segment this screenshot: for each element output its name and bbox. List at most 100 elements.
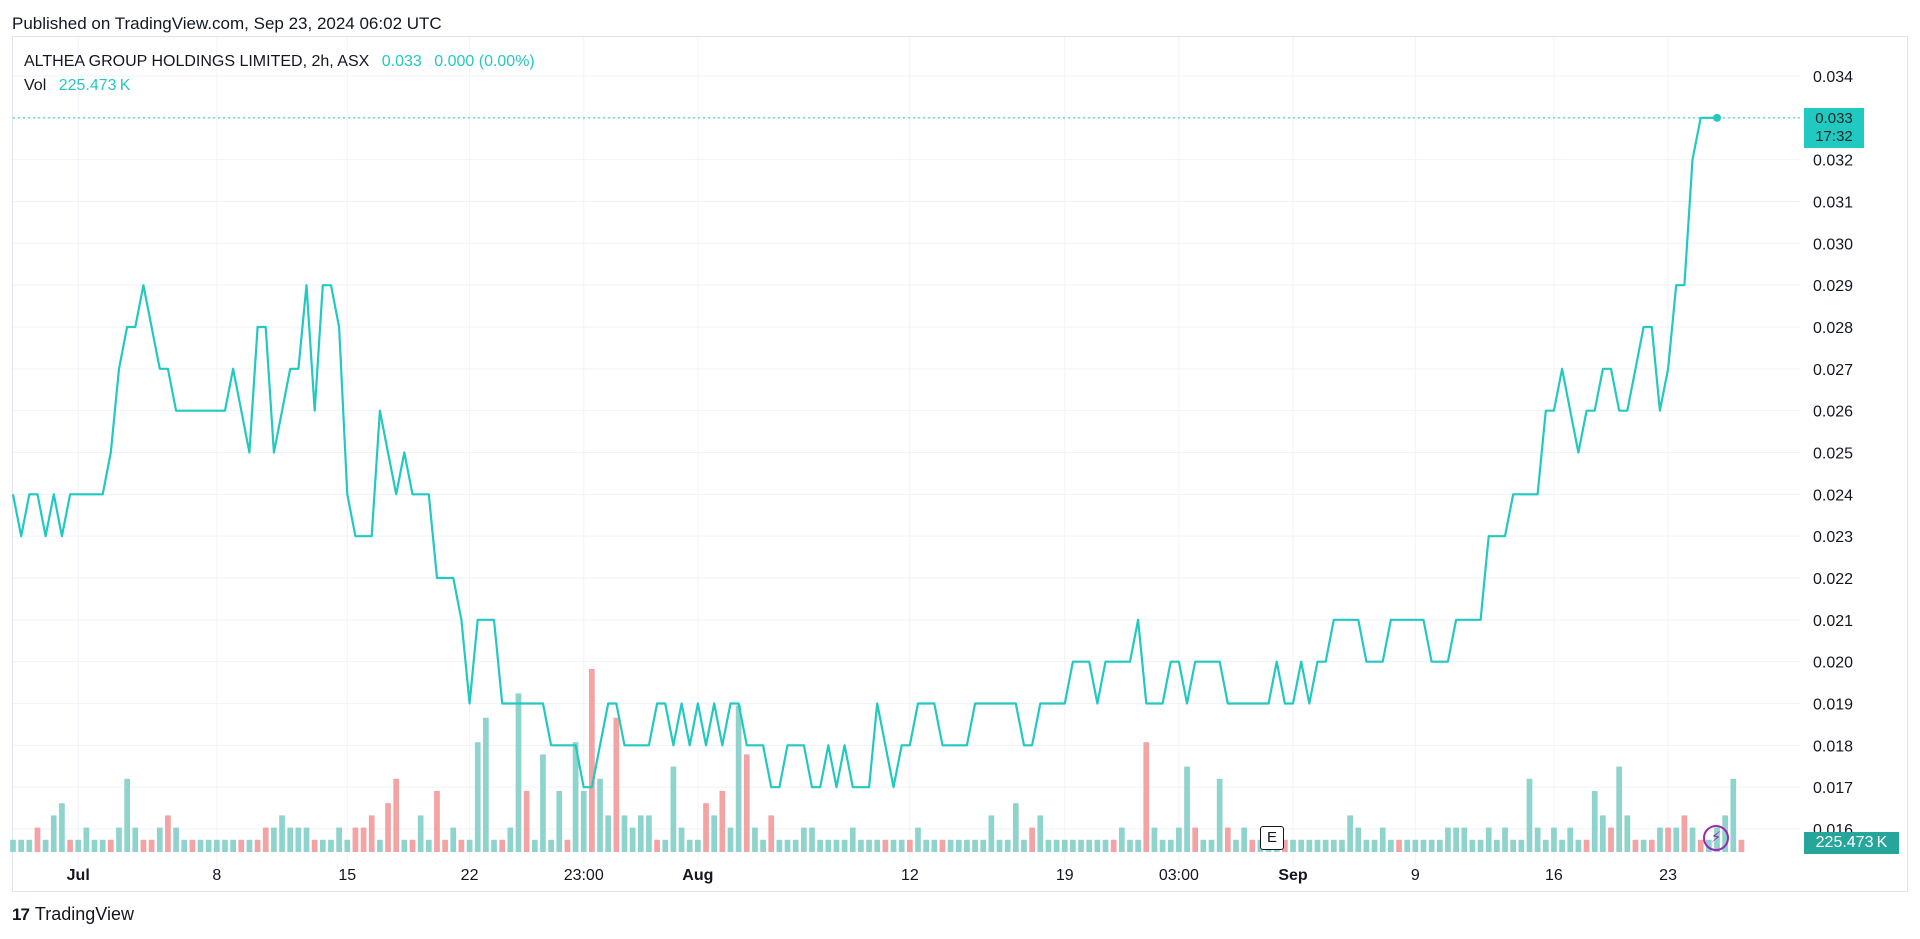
y-tick-label: 0.032	[1813, 153, 1853, 170]
volume-bar	[1559, 839, 1565, 852]
x-tick-label: Aug	[682, 867, 713, 884]
volume-bar	[205, 839, 212, 852]
volume-bar	[1730, 778, 1737, 852]
volume-bar	[621, 815, 628, 852]
volume-bar	[1665, 827, 1671, 852]
volume-bar	[140, 839, 147, 852]
volume-bar	[1575, 839, 1582, 852]
earnings-marker[interactable]: E	[1260, 826, 1284, 850]
volume-bar	[1167, 839, 1174, 852]
volume-bar	[858, 839, 864, 852]
volume-bar	[352, 827, 359, 852]
volume-bar	[866, 839, 872, 852]
volume-bar	[1624, 815, 1631, 852]
volume-bar	[197, 839, 204, 852]
volume-bar	[972, 839, 978, 852]
volume-bar	[1420, 839, 1427, 852]
tradingview-logo-icon: 17	[12, 904, 30, 924]
volume-bar	[743, 754, 750, 852]
volume-bar	[319, 839, 326, 852]
volume-bar	[1689, 827, 1696, 852]
last-price-dot	[1713, 113, 1721, 122]
volume-label[interactable]: Vol	[24, 77, 47, 94]
x-tick-label: 9	[1411, 867, 1420, 884]
volume-bar	[1347, 815, 1353, 852]
y-tick-label: 0.024	[1813, 487, 1853, 504]
y-tick-label: 0.017	[1813, 780, 1853, 797]
volume-bar	[116, 827, 122, 852]
volume-bar	[1404, 839, 1411, 852]
volume-bar	[1591, 791, 1598, 852]
volume-bar	[1282, 839, 1288, 852]
volume-bar	[711, 815, 718, 852]
volume-bar	[1029, 827, 1035, 852]
volume-bar	[955, 839, 962, 852]
chart-frame	[12, 36, 1908, 892]
volume-bar	[50, 815, 57, 852]
symbol-title[interactable]: ALTHEA GROUP HOLDINGS LIMITED, 2h, ASX	[24, 53, 370, 70]
volume-bar	[882, 839, 889, 852]
volume-bar	[344, 839, 351, 852]
volume-bar	[507, 827, 514, 852]
volume-bar	[1298, 839, 1305, 852]
volume-bar	[825, 839, 832, 852]
volume-value: 225.473 K	[58, 77, 131, 94]
volume-bar	[1306, 839, 1313, 852]
volume-bar	[947, 839, 954, 852]
volume-bar	[1526, 778, 1533, 852]
volume-bar	[1494, 839, 1500, 852]
y-tick-label: 0.020	[1813, 655, 1853, 672]
volume-bar	[1053, 839, 1060, 852]
volume-bar	[1551, 827, 1557, 852]
volume-bar	[841, 839, 848, 852]
volume-bar	[964, 839, 970, 852]
volume-bar	[1159, 839, 1166, 852]
volume-bar	[1135, 839, 1141, 852]
volume-bar	[1094, 839, 1101, 852]
price-change: 0.000 (0.00%)	[434, 53, 535, 70]
volume-bar	[898, 839, 905, 852]
volume-bar	[662, 839, 669, 852]
volume-bar	[1657, 827, 1663, 852]
volume-bar	[107, 839, 114, 852]
volume-bar	[719, 791, 726, 852]
lightning-icon[interactable]: ⚡	[1703, 825, 1729, 851]
volume-bar	[1583, 839, 1590, 852]
y-tick-label: 0.025	[1813, 446, 1853, 463]
volume-bar	[1477, 839, 1484, 852]
volume-bar	[1697, 839, 1704, 852]
volume-bar	[67, 839, 73, 852]
volume-bar	[1241, 827, 1247, 852]
volume-bar	[442, 839, 448, 852]
volume-bar	[1322, 839, 1329, 852]
volume-bar	[417, 815, 424, 852]
volume-bar	[996, 839, 1003, 852]
volume-bar	[1445, 827, 1451, 852]
volume-bar	[678, 827, 685, 852]
volume-bar	[1021, 839, 1027, 852]
volume-bar	[1102, 839, 1109, 852]
volume-bar	[1396, 839, 1402, 852]
volume-bar	[531, 839, 538, 852]
volume-bar	[1070, 839, 1076, 852]
volume-bar	[768, 815, 775, 852]
volume-bar	[385, 803, 391, 852]
volume-bar	[939, 839, 946, 852]
x-tick-label: 15	[338, 867, 356, 884]
volume-bar	[434, 791, 440, 852]
x-tick-label: Jul	[67, 867, 90, 884]
volume-bar	[474, 742, 481, 852]
volume-bar	[1200, 839, 1207, 852]
volume-bar	[1453, 827, 1459, 852]
y-tick-label: 0.018	[1813, 738, 1853, 755]
volume-bar	[450, 827, 457, 852]
volume-bar	[1078, 839, 1084, 852]
volume-bar	[1192, 827, 1199, 852]
volume-bar	[703, 803, 709, 852]
volume-bar	[817, 839, 824, 852]
tradingview-logo[interactable]: 17 TradingView	[12, 904, 134, 925]
volume-bar	[1412, 839, 1419, 852]
published-text: Published on TradingView.com, Sep 23, 20…	[12, 14, 442, 33]
volume-bar	[181, 839, 188, 852]
